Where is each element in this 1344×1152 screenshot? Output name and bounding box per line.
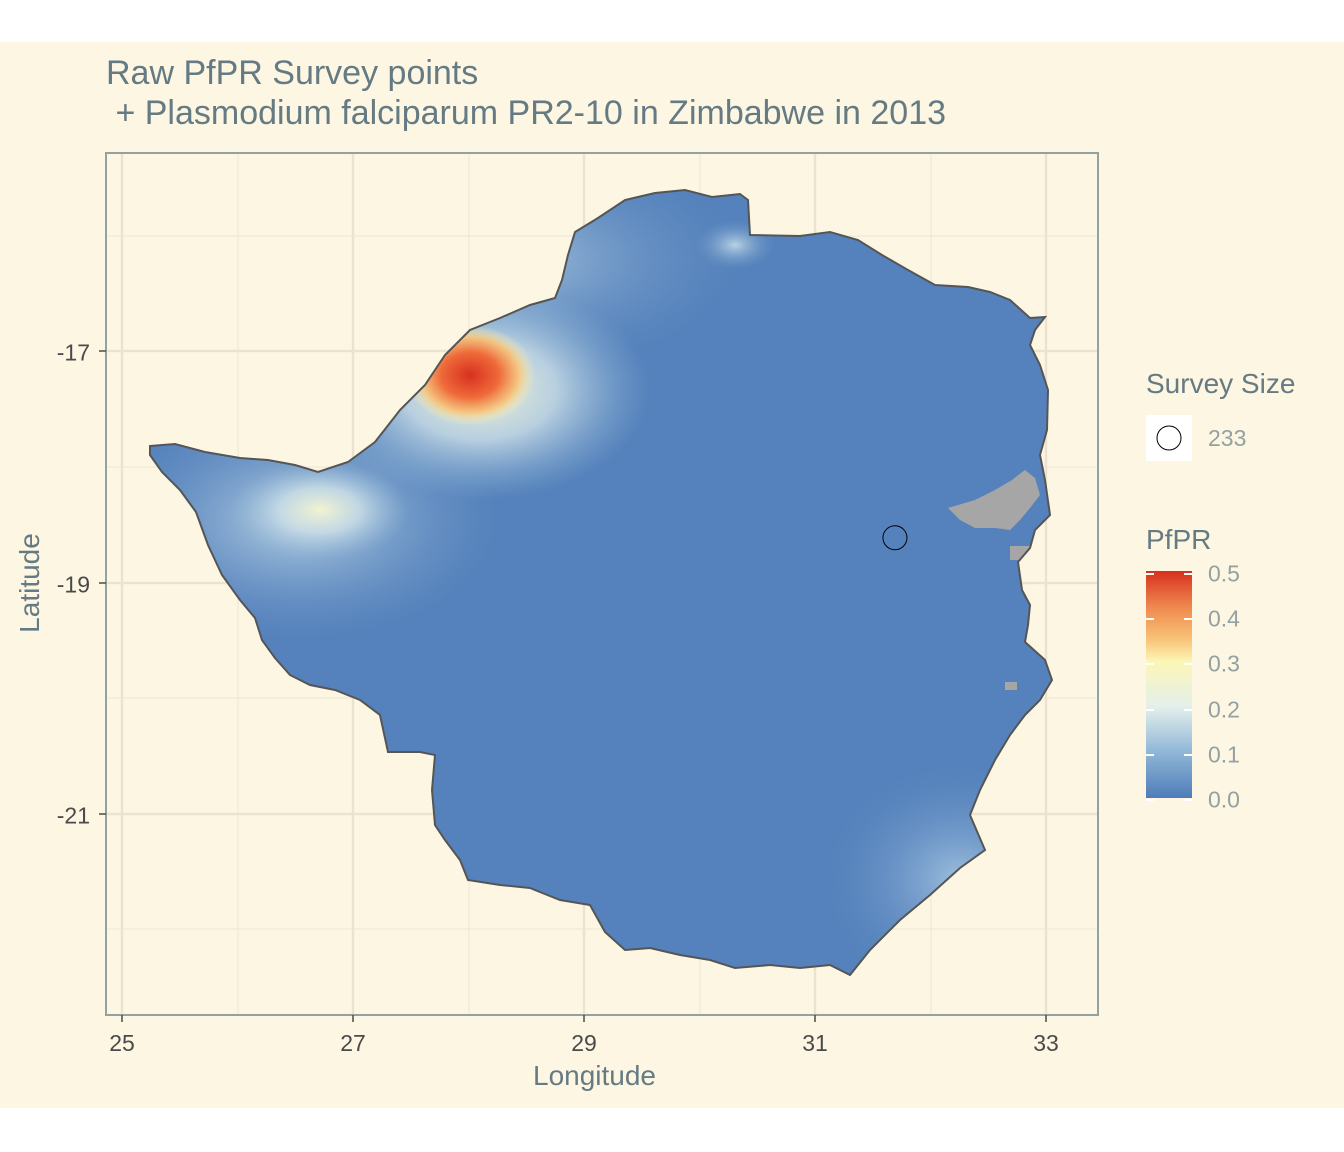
legend-colorbar-tick-mark [1184,799,1192,801]
legend-colorbar-tick-mark [1146,663,1154,666]
y-axis-label: Latitude [14,533,45,633]
legend-colorbar-tick-mark [1146,573,1154,575]
survey-point [882,525,908,551]
legend-colorbar-tick-label: 0.4 [1208,605,1240,632]
legend-colorbar-tick-mark [1146,753,1154,756]
legend-colorbar [1146,571,1192,798]
axis-ticks [99,350,1047,1022]
legend-colorbar-tick-label: 0.5 [1208,560,1240,587]
legend-colorbar-tick-mark [1184,708,1192,711]
x-tick-label: 31 [802,1030,828,1056]
legend-colorbar-tick-mark [1146,618,1154,621]
x-tick-label: 27 [340,1030,366,1056]
legend-colorbar-tick-mark [1184,663,1192,666]
panel-border [105,152,1099,1016]
legend-colorbar-tick-mark [1184,618,1192,621]
map-title-line-1: Raw PfPR Survey points [106,54,479,92]
legend-colorbar-tick-label: 0.1 [1208,741,1240,768]
no-data-patch [948,470,1040,530]
y-tick-label: -17 [56,339,90,366]
survey-points [882,525,908,551]
x-axis-label: Longitude [533,1060,657,1091]
legend-colorbar-tick-mark [1146,708,1154,711]
legend-colorbar-tick-label: 0.3 [1208,650,1240,677]
legend-color-title: PfPR [1146,524,1212,555]
x-tick-label: 25 [109,1030,135,1056]
y-tick-label: -19 [56,571,90,598]
map-title-line-2: + Plasmodium falciparum PR2-10 in Zimbab… [106,94,947,132]
pfpr-raster [150,190,1052,975]
legend-size-key [1146,415,1192,461]
legend-colorbar-tick-label: 0.0 [1208,786,1240,813]
x-tick-label: 29 [571,1030,597,1056]
legend-colorbar-tick-mark [1146,799,1154,801]
country-outline [149,188,1054,977]
legend-size-label: 233 [1208,425,1247,451]
legend-size-title: Survey Size [1146,368,1296,399]
legend-colorbar-tick-mark [1184,573,1192,575]
y-tick-label: -21 [56,802,90,829]
x-tick-label: 33 [1033,1030,1059,1056]
legend-colorbar-tick-mark [1184,753,1192,756]
legend-circle-icon [1156,425,1182,451]
legend-colorbar-tick-label: 0.2 [1208,696,1240,723]
